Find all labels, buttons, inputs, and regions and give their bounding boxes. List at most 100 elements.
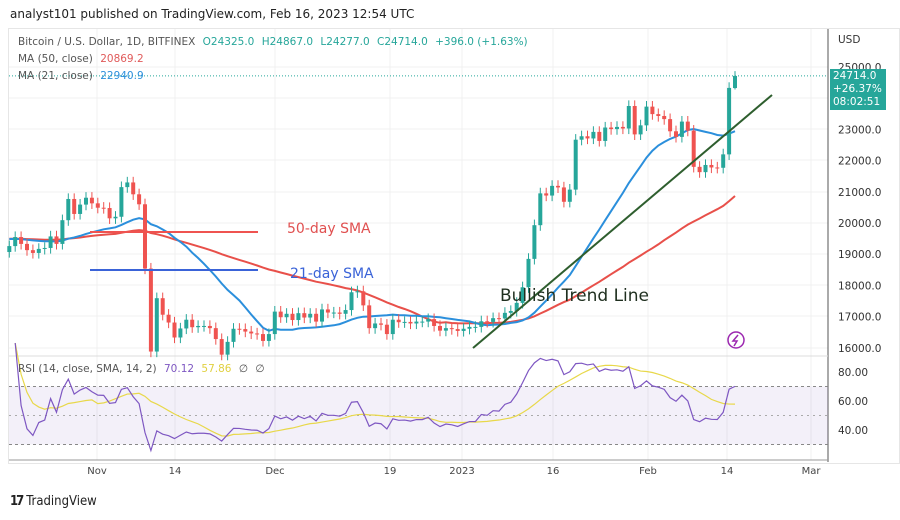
price-tick-label: 23000.0	[838, 124, 881, 136]
candle-body	[396, 319, 401, 323]
candle-body	[638, 125, 643, 135]
ma21-label: MA (21, close)	[18, 70, 93, 82]
symbol-name: Bitcoin / U.S. Dollar, 1D, BITFINEX	[18, 36, 196, 48]
candle-body	[202, 325, 206, 327]
candle-body	[532, 225, 537, 259]
tv-logo-icon: 17	[10, 494, 24, 509]
rsi-legend[interactable]: RSI (14, close, SMA, 14, 2) 70.12 57.86 …	[18, 363, 264, 375]
candle-body	[190, 319, 195, 328]
candle-body	[266, 334, 271, 341]
brand-name: TradingView	[26, 494, 97, 509]
candle-body	[278, 311, 283, 318]
candle-body	[137, 194, 142, 205]
candle-body	[172, 322, 177, 338]
candle-body	[355, 291, 360, 293]
candle-body	[721, 154, 726, 168]
candle-body	[662, 115, 667, 120]
candle-body	[691, 130, 696, 167]
candle-body	[449, 328, 454, 330]
candle-body	[567, 189, 572, 202]
rsi-extra-2: ∅	[255, 363, 265, 375]
candle-body	[668, 119, 673, 132]
ma21-legend[interactable]: MA (21, close) 22940.9	[18, 70, 144, 82]
candle-body	[556, 185, 560, 188]
candle-body	[526, 258, 531, 288]
candle-body	[373, 323, 378, 329]
candle-body	[461, 328, 466, 331]
candle-body	[361, 291, 366, 306]
trend-annotation: Bullish Trend Line	[500, 286, 649, 306]
candle-body	[225, 341, 230, 355]
candle-body	[261, 334, 265, 341]
candle-body	[479, 321, 484, 327]
ma21-line	[9, 127, 736, 332]
time-tick-label: Feb	[639, 466, 657, 477]
candle-body	[727, 87, 732, 155]
ma21-value: 22940.9	[100, 70, 144, 82]
candle-body	[272, 311, 277, 335]
candle-body	[107, 208, 112, 219]
candle-body	[609, 127, 614, 130]
candle-body	[219, 339, 224, 355]
candle-body	[343, 310, 348, 314]
candle-body	[674, 131, 678, 137]
candle-body	[715, 167, 720, 169]
candle-body	[296, 313, 301, 321]
price-tick-label: 18000.0	[838, 280, 881, 292]
candle-body	[213, 328, 218, 340]
candle-body	[119, 187, 124, 217]
time-tick-label: 14	[721, 466, 734, 477]
candle-body	[337, 312, 342, 314]
candle-body	[390, 319, 395, 335]
candle-body	[520, 287, 525, 303]
candle-body	[626, 106, 631, 129]
rsi-tick-label: 40.00	[838, 425, 868, 437]
candle-body	[455, 329, 460, 331]
candle-body	[237, 328, 242, 330]
candle-body	[72, 198, 77, 214]
candle-body	[148, 268, 153, 352]
time-tick-label: Dec	[265, 466, 284, 477]
rsi-value: 70.12	[164, 363, 195, 375]
time-tick-label: 16	[547, 466, 560, 477]
price-tick-label: 22000.0	[838, 156, 881, 168]
rsi-tick-label: 60.00	[838, 396, 868, 408]
candle-body	[561, 187, 566, 202]
ma50-value: 20869.2	[100, 53, 144, 65]
last-price-change: +26.37%	[833, 83, 882, 95]
candle-body	[249, 331, 254, 334]
candle-body	[60, 220, 65, 244]
ma50-legend[interactable]: MA (50, close) 20869.2	[18, 53, 144, 65]
candle-body	[48, 236, 53, 248]
candle-body	[685, 121, 690, 131]
time-tick-label: 19	[384, 466, 397, 477]
candle-body	[585, 136, 590, 139]
rsi-tick-label: 80.00	[838, 367, 868, 379]
time-tick-label: Nov	[87, 466, 107, 477]
candle-body	[184, 319, 189, 329]
currency-label: USD	[838, 34, 860, 46]
lightning-glyph	[731, 334, 739, 347]
last-price: 24714.0	[833, 70, 877, 82]
candle-body	[325, 309, 330, 313]
candle-body	[550, 185, 555, 196]
candle-body	[36, 248, 41, 253]
candle-body	[7, 246, 12, 253]
candle-body	[231, 328, 236, 342]
candle-body	[497, 318, 501, 320]
candle-body	[78, 204, 83, 214]
bullish-trend-line	[472, 94, 773, 349]
last-price-tag: 24714.0 +26.37% 08:02:51	[830, 69, 886, 110]
candle-body	[603, 127, 608, 141]
tradingview-logo[interactable]: 17 TradingView	[10, 494, 97, 509]
candle-body	[615, 126, 619, 130]
candle-body	[95, 203, 100, 208]
candle-body	[125, 182, 130, 188]
sma50-annotation: 50-day SMA	[287, 221, 371, 237]
symbol-legend: Bitcoin / U.S. Dollar, 1D, BITFINEX O243…	[18, 36, 528, 48]
candle-body	[491, 318, 496, 322]
candle-body	[502, 312, 507, 319]
published-info: analyst101 published on TradingView.com,…	[10, 7, 415, 21]
candle-body	[402, 321, 407, 323]
